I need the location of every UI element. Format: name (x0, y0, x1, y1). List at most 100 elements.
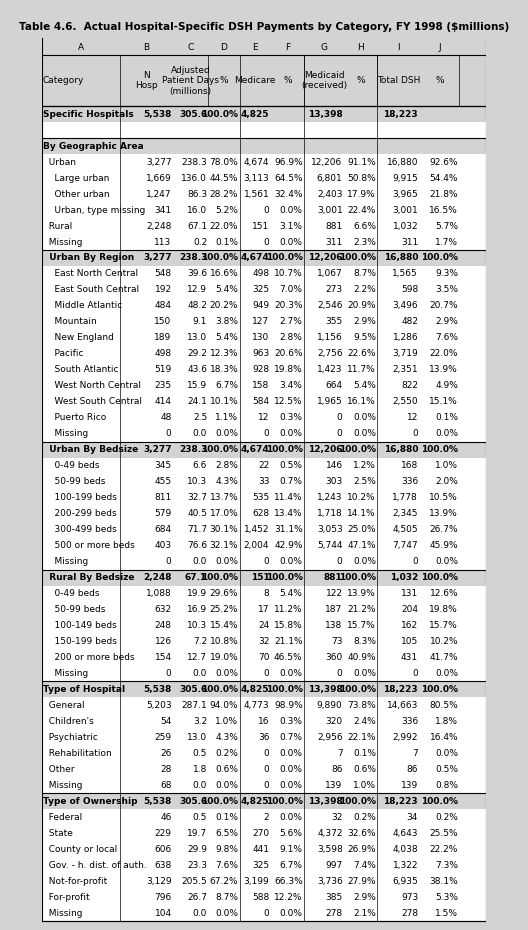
Text: 0.6%: 0.6% (353, 764, 376, 774)
Text: 100.0%: 100.0% (421, 573, 458, 582)
Text: 13,398: 13,398 (308, 110, 343, 119)
Text: C: C (187, 43, 194, 52)
Text: 303: 303 (325, 477, 343, 486)
Text: 238.3: 238.3 (182, 157, 207, 166)
Text: 5,538: 5,538 (143, 110, 172, 119)
Text: 5,203: 5,203 (146, 701, 172, 710)
Text: 22.1%: 22.1% (347, 733, 376, 742)
Text: 151: 151 (251, 573, 269, 582)
Text: N
Hosp: N Hosp (135, 71, 157, 90)
Text: I: I (397, 43, 400, 52)
Text: 66.3%: 66.3% (274, 877, 303, 885)
Text: 4,674: 4,674 (244, 157, 269, 166)
Bar (42, 393, 486, 410)
Text: 0: 0 (263, 781, 269, 790)
Text: 16,880: 16,880 (384, 254, 418, 262)
Text: 16.4%: 16.4% (429, 733, 458, 742)
Text: 12.3%: 12.3% (210, 350, 238, 358)
Bar (42, 186, 486, 202)
Text: 3,113: 3,113 (243, 174, 269, 182)
Text: 100.0%: 100.0% (266, 573, 303, 582)
Text: Missing: Missing (43, 430, 88, 438)
Bar (42, 809, 486, 825)
Text: 6.6: 6.6 (193, 461, 207, 471)
Text: 5.7%: 5.7% (435, 221, 458, 231)
Text: Type of Hospital: Type of Hospital (43, 685, 125, 694)
Text: 638: 638 (154, 861, 172, 870)
Text: 23.3: 23.3 (187, 861, 207, 870)
Text: 796: 796 (154, 893, 172, 902)
Text: Puerto Rico: Puerto Rico (43, 413, 106, 422)
Text: 345: 345 (155, 461, 172, 471)
Bar (42, 122, 486, 139)
Text: 29.2: 29.2 (187, 350, 207, 358)
Text: 7.6%: 7.6% (435, 333, 458, 342)
Text: 78.0%: 78.0% (210, 157, 238, 166)
Text: 130: 130 (252, 333, 269, 342)
Text: 27.9%: 27.9% (347, 877, 376, 885)
Text: 1.7%: 1.7% (435, 237, 458, 246)
Text: 628: 628 (252, 510, 269, 518)
Text: 4,825: 4,825 (241, 685, 269, 694)
Text: Table 4.6.  Actual Hospital-Specific DSH Payments by Category, FY 1998 ($million: Table 4.6. Actual Hospital-Specific DSH … (19, 21, 509, 32)
Bar (42, 873, 486, 889)
Text: 9.1%: 9.1% (280, 844, 303, 854)
Text: 12,206: 12,206 (308, 254, 343, 262)
Text: 4,674: 4,674 (241, 254, 269, 262)
Text: 14.1%: 14.1% (347, 510, 376, 518)
Text: 26.9%: 26.9% (347, 844, 376, 854)
Text: 162: 162 (401, 621, 418, 630)
Text: 973: 973 (401, 893, 418, 902)
Text: 6.6%: 6.6% (353, 221, 376, 231)
Bar (42, 506, 486, 522)
Text: 21.1%: 21.1% (274, 637, 303, 646)
Text: 13.0: 13.0 (187, 333, 207, 342)
Text: 5.4%: 5.4% (353, 381, 376, 391)
Text: 2,992: 2,992 (393, 733, 418, 742)
Text: 15.7%: 15.7% (347, 621, 376, 630)
Text: General: General (43, 701, 84, 710)
Text: 1.1%: 1.1% (215, 413, 238, 422)
Text: 13.9%: 13.9% (429, 510, 458, 518)
Text: Urban By Region: Urban By Region (43, 254, 134, 262)
Text: 86: 86 (331, 764, 343, 774)
Text: 32: 32 (258, 637, 269, 646)
Text: 4,372: 4,372 (317, 829, 343, 838)
Bar (42, 490, 486, 506)
Text: 3,598: 3,598 (317, 844, 343, 854)
Text: 584: 584 (252, 397, 269, 406)
Text: 4.3%: 4.3% (215, 477, 238, 486)
Text: 94.0%: 94.0% (210, 701, 238, 710)
Text: 305.6: 305.6 (179, 797, 207, 805)
Bar (42, 793, 486, 809)
Text: 29.6%: 29.6% (210, 589, 238, 598)
Text: 100.0%: 100.0% (201, 110, 238, 119)
Text: 104: 104 (155, 909, 172, 918)
Text: 16.9: 16.9 (187, 605, 207, 614)
Text: 0.0%: 0.0% (215, 430, 238, 438)
Text: 2.8%: 2.8% (280, 333, 303, 342)
Text: 67.1: 67.1 (187, 221, 207, 231)
Text: 18,223: 18,223 (383, 797, 418, 805)
Text: 6,935: 6,935 (392, 877, 418, 885)
Text: 12.7: 12.7 (187, 653, 207, 662)
Text: 0: 0 (263, 237, 269, 246)
Text: 44.5%: 44.5% (210, 174, 238, 182)
Text: Medicare: Medicare (234, 76, 276, 86)
Text: 54: 54 (160, 717, 172, 726)
Text: 18.3%: 18.3% (210, 365, 238, 375)
Text: 17.9%: 17.9% (347, 190, 376, 199)
Text: 80.5%: 80.5% (429, 701, 458, 710)
Text: 15.8%: 15.8% (274, 621, 303, 630)
Text: 204: 204 (401, 605, 418, 614)
Text: 105: 105 (401, 637, 418, 646)
Text: 881: 881 (325, 221, 343, 231)
Text: 0: 0 (263, 764, 269, 774)
Text: 238.3: 238.3 (179, 445, 207, 454)
Text: 0.3%: 0.3% (280, 413, 303, 422)
Text: 3,277: 3,277 (143, 445, 172, 454)
Text: 12: 12 (258, 413, 269, 422)
Text: 0.0%: 0.0% (353, 557, 376, 566)
Text: 42.9%: 42.9% (274, 541, 303, 551)
Text: 7: 7 (337, 749, 343, 758)
